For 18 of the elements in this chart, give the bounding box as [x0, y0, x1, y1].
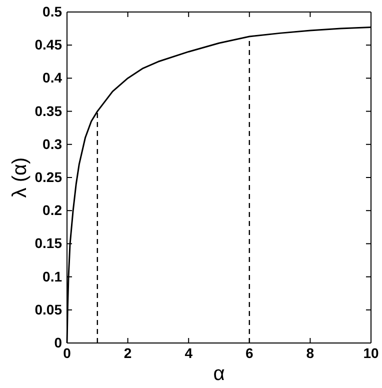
- x-tick-label: 4: [184, 344, 193, 361]
- x-tick-label: 6: [246, 344, 254, 361]
- y-tick-label: 0.2: [42, 202, 62, 218]
- y-tick-label: 0.15: [34, 235, 62, 252]
- y-tick-label: 0: [54, 334, 62, 350]
- y-tick-label: 0.45: [34, 36, 62, 53]
- x-tick-label: 8: [306, 344, 314, 361]
- x-axis-title: α: [213, 363, 225, 385]
- y-tick-label: 0.05: [34, 301, 62, 318]
- y-tick-label: 0.25: [34, 168, 62, 185]
- y-tick-label: 0.3: [42, 136, 62, 152]
- y-tick-label: 0.5: [42, 3, 62, 20]
- x-tick-label: 2: [124, 344, 132, 361]
- x-tick-label: 10: [363, 344, 379, 361]
- y-tick-label: 0.4: [42, 70, 62, 86]
- y-tick-label: 0.1: [42, 268, 62, 284]
- y-axis-title: λ (α): [9, 157, 31, 198]
- y-tick-label: 0.35: [34, 102, 62, 119]
